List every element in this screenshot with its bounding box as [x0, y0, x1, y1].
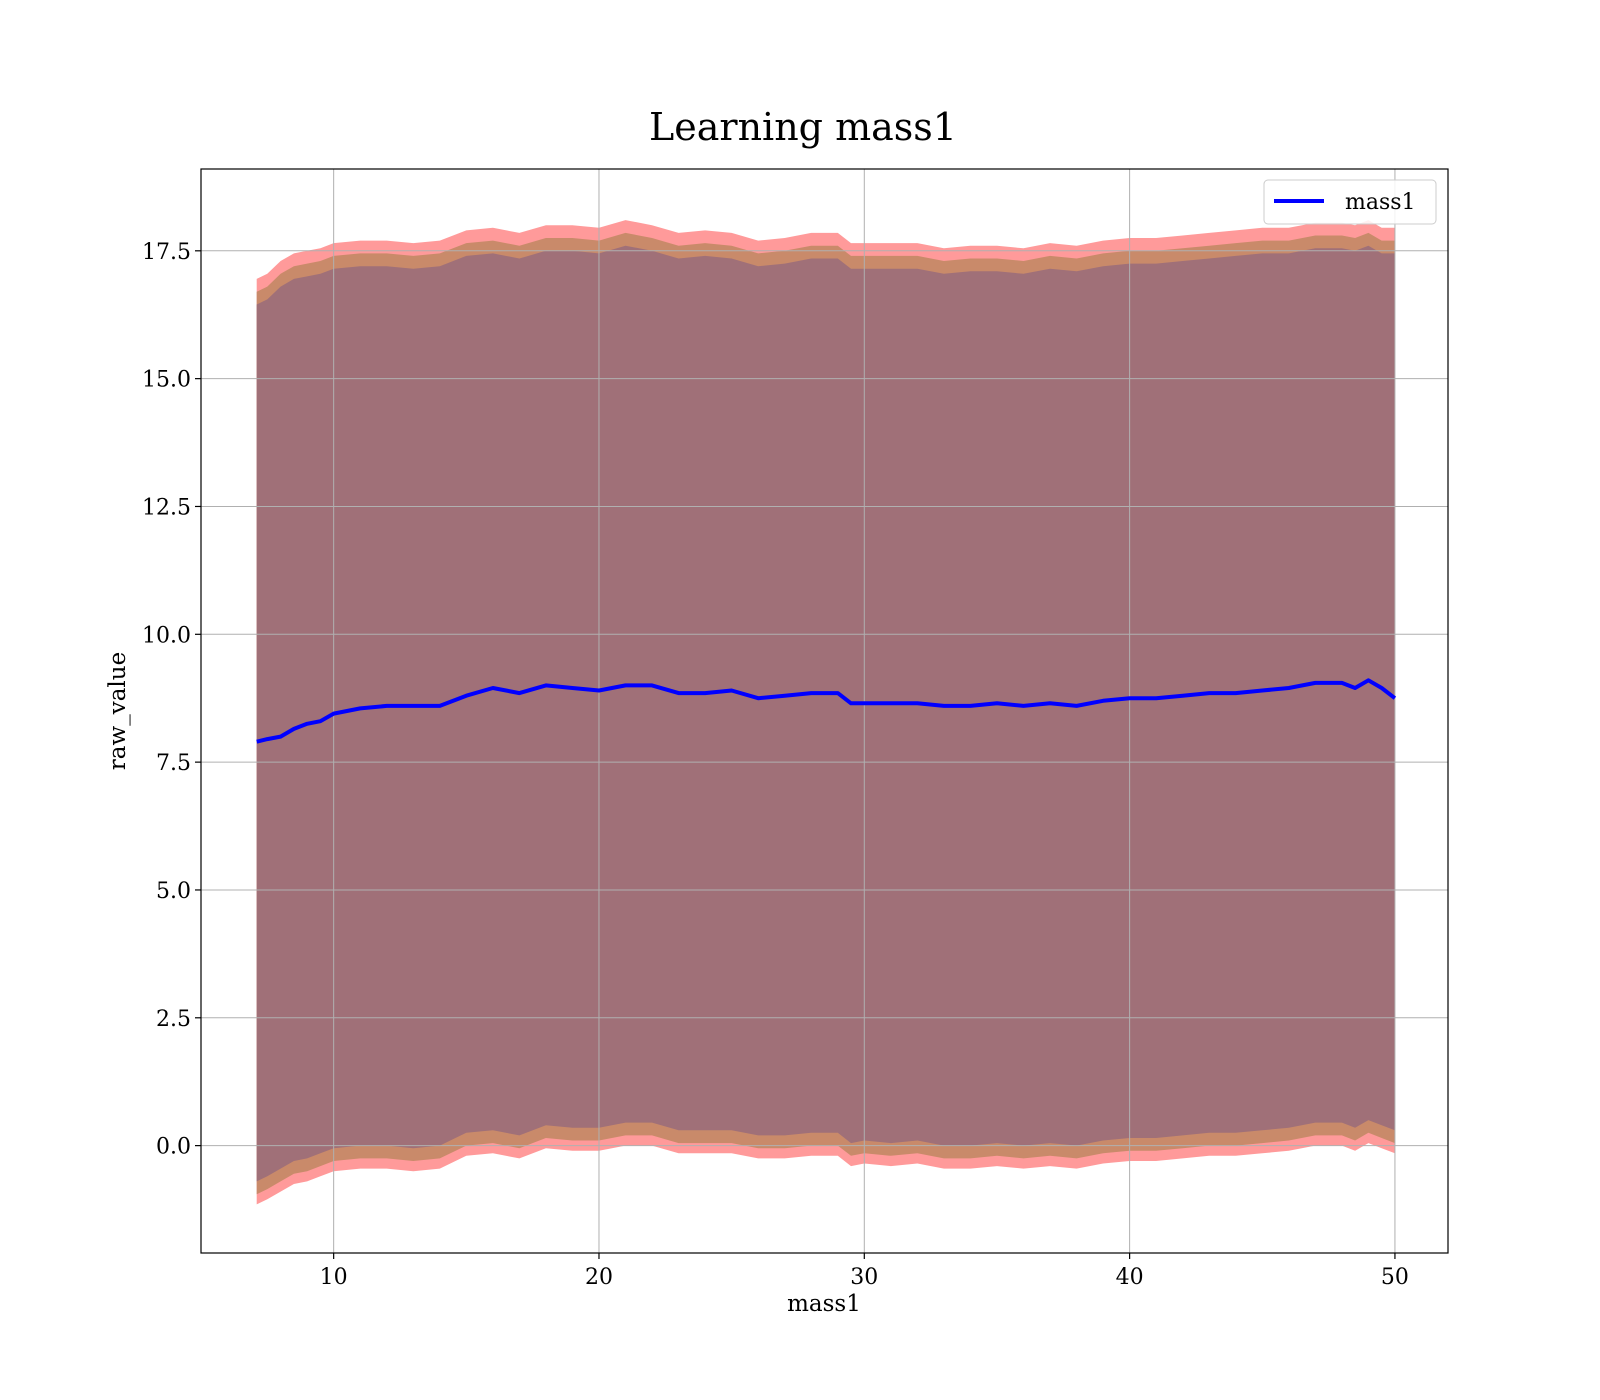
y-tick-label: 15.0	[142, 368, 191, 393]
grid	[201, 169, 1448, 1253]
series-line-mass1	[256, 678, 1397, 744]
confidence-bands	[256, 220, 1395, 1205]
x-tick-label: 50	[1381, 1265, 1409, 1290]
y-tick-label: 0.0	[156, 1135, 191, 1160]
legend: mass1	[1263, 179, 1437, 225]
y-axis: 0.0 2.5 5.0 7.5 10.0 12.5 15.0 17.5	[142, 240, 201, 1160]
plot-frame	[200, 168, 1449, 1254]
confidence-band-3	[256, 245, 1395, 1182]
x-tick-label: 30	[850, 1265, 878, 1290]
y-axis-label: raw_value	[105, 652, 131, 770]
x-tick-label: 40	[1116, 1265, 1144, 1290]
x-tick-label: 20	[585, 1265, 613, 1290]
y-tick-label: 10.0	[142, 623, 191, 648]
series-lines	[256, 678, 1397, 744]
y-tick-label: 2.5	[156, 1007, 191, 1032]
y-tick-label: 7.5	[156, 751, 191, 776]
y-tick-label: 5.0	[156, 879, 191, 904]
x-axis-label: mass1	[787, 1291, 861, 1317]
x-axis: 10 20 30 40 50	[320, 1253, 1409, 1290]
y-tick-label: 17.5	[142, 240, 191, 265]
y-tick-label: 12.5	[142, 495, 191, 520]
legend-label-mass1: mass1	[1345, 190, 1416, 215]
chart-title: Learning mass1	[649, 105, 957, 149]
legend-box	[1263, 179, 1437, 225]
x-tick-label: 10	[320, 1265, 348, 1290]
